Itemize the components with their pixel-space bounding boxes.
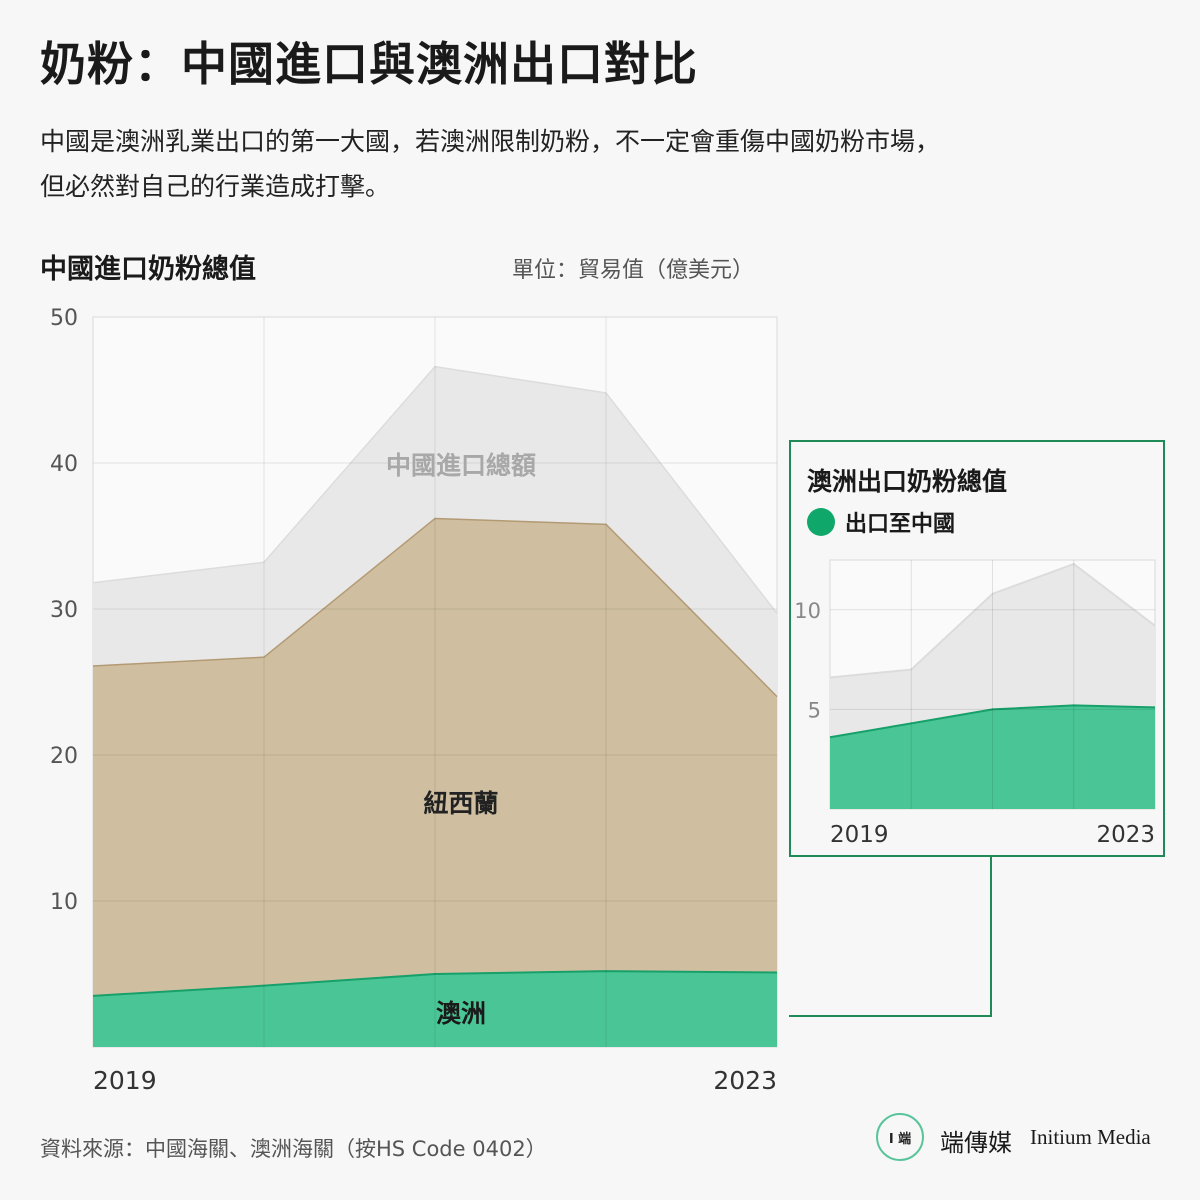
area-label-new-zealand: 紐西蘭	[423, 789, 498, 818]
connector-line	[789, 857, 992, 1017]
area-australia	[93, 971, 777, 1047]
legend-label: 出口至中國	[845, 512, 956, 537]
unit-label: 單位：貿易值（億美元）	[512, 258, 755, 283]
main-chart-title: 中國進口奶粉總值	[40, 254, 256, 285]
area-new-zealand	[93, 518, 777, 1047]
inset-area-chart: 5 10 2019 2023	[794, 559, 1156, 848]
area-label-australia: 澳洲	[436, 999, 486, 1028]
inset-x-tick-label: 2019	[830, 822, 889, 848]
y-tick-label: 50	[50, 306, 78, 331]
inset-y-tick-label: 5	[808, 698, 821, 722]
legend-dot-icon	[807, 508, 835, 536]
inset-x-tick-label: 2023	[1096, 822, 1155, 848]
area-total-imports-line	[92, 365, 778, 614]
inset-area-to-china-line	[829, 704, 1156, 739]
x-tick-label: 2019	[93, 1066, 157, 1095]
area-label-total: 中國進口總額	[386, 451, 536, 480]
y-tick-label: 30	[50, 598, 78, 623]
initium-logo-icon: I 端	[876, 1113, 924, 1161]
inset-title: 澳洲出口奶粉總值	[807, 467, 1008, 496]
inset-legend: 出口至中國	[807, 506, 955, 538]
subtitle-line-2: 但必然對自己的行業造成打擊。	[40, 172, 391, 201]
x-tick-label: 2023	[713, 1066, 777, 1095]
inset-area-to-china	[830, 705, 1155, 809]
page-title: 奶粉：中國進口與澳洲出口對比	[40, 37, 698, 91]
logo-glyph: I 端	[888, 1131, 912, 1147]
brand-name-english: Initium Media	[1030, 1125, 1151, 1149]
inset-area-total-line	[829, 562, 1156, 679]
y-tick-label: 20	[50, 744, 78, 769]
inset-panel: 澳洲出口奶粉總值 出口至中國 5 10 2019 2023	[789, 440, 1165, 857]
area-new-zealand-line	[92, 517, 778, 698]
y-tick-label: 40	[50, 452, 78, 477]
y-tick-label: 10	[50, 890, 78, 915]
subtitle-line-1: 中國是澳洲乳業出口的第一大國，若澳洲限制奶粉，不一定會重傷中國奶粉市場，	[40, 127, 941, 156]
brand-name-chinese: 端傳媒	[940, 1129, 1012, 1157]
inset-y-tick-label: 10	[794, 599, 821, 623]
source-note: 資料來源：中國海關、澳洲海關（按HS Code 0402）	[40, 1137, 547, 1161]
area-australia-line	[92, 970, 778, 997]
